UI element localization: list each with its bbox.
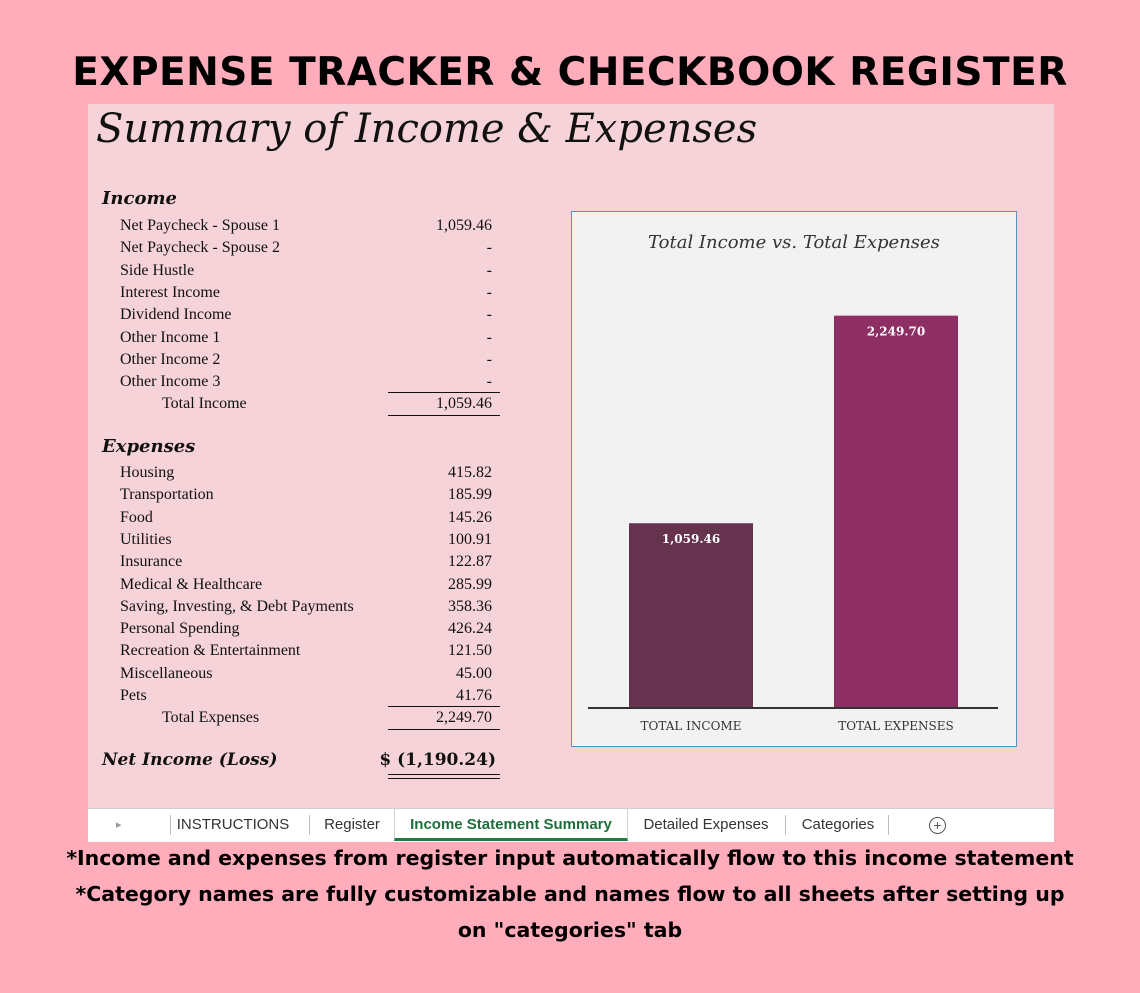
sum-line xyxy=(388,392,500,394)
net-income-label: Net Income (Loss) xyxy=(102,750,278,770)
expenses-row-label: Pets xyxy=(120,687,147,704)
income-total-row: Total Income 1,059.46 xyxy=(120,392,500,417)
bar-data-label: 2,249.70 xyxy=(867,325,925,339)
income-total-label: Total Income xyxy=(162,395,247,413)
expenses-row-label: Housing xyxy=(120,464,175,481)
expenses-row-value[interactable]: 285.99 xyxy=(448,575,492,593)
income-row: Side Hustle - xyxy=(120,260,500,282)
tab-categories[interactable]: Categories xyxy=(785,815,890,835)
total-underline xyxy=(388,415,500,417)
expenses-row-label: Insurance xyxy=(120,553,183,571)
expenses-row: Recreation & Entertainment 121.50 xyxy=(120,640,500,662)
income-row-value[interactable]: - xyxy=(486,306,492,324)
tab-detailed-expenses[interactable]: Detailed Expenses xyxy=(643,816,769,833)
sheet-title: Summary of Income & Expenses xyxy=(96,106,758,152)
total-underline xyxy=(388,729,500,731)
income-heading: Income xyxy=(102,188,177,209)
expenses-row: Food 145.26 xyxy=(120,507,500,529)
bar-total-expenses[interactable] xyxy=(834,315,958,708)
bar-total-income[interactable] xyxy=(629,523,753,708)
chart-title: Total Income vs. Total Expenses xyxy=(648,232,940,253)
tab-scroll-arrow-icon[interactable]: ▸ xyxy=(116,819,122,831)
income-row-value[interactable]: - xyxy=(486,328,492,346)
expenses-row: Miscellaneous 45.00 xyxy=(120,663,500,685)
tab-register[interactable]: Register xyxy=(309,815,394,835)
income-row-value[interactable]: - xyxy=(486,239,492,257)
income-row-value[interactable]: - xyxy=(486,283,492,301)
expenses-row-value[interactable]: 121.50 xyxy=(448,642,492,660)
expenses-row-label: Food xyxy=(120,508,153,526)
expenses-heading: Expenses xyxy=(102,436,196,457)
expenses-row-value[interactable]: 145.26 xyxy=(448,508,492,526)
add-sheet-icon[interactable]: + xyxy=(929,817,946,834)
page-headline: EXPENSE TRACKER & CHECKBOOK REGISTER xyxy=(72,50,1068,95)
sheet-tab-bar: ▸ INSTRUCTIONS Register Income Statement… xyxy=(88,808,1054,842)
category-tick-label: TOTAL INCOME xyxy=(641,719,742,733)
expenses-row: Personal Spending 426.24 xyxy=(120,618,500,640)
income-row: Net Paycheck - Spouse 2 - xyxy=(120,237,500,259)
income-row: Other Income 1 - xyxy=(120,327,500,349)
expenses-row: Housing 415.82 xyxy=(120,462,500,484)
expenses-row-value[interactable]: 426.24 xyxy=(448,620,492,638)
income-row-label: Dividend Income xyxy=(120,306,232,324)
expenses-row: Utilities 100.91 xyxy=(120,529,500,551)
expenses-row-value[interactable]: 45.00 xyxy=(456,664,492,682)
expenses-row: Pets 41.76 xyxy=(120,685,500,707)
expenses-row: Insurance 122.87 xyxy=(120,551,500,573)
chart-plot: 1,059.46 TOTAL INCOME 2,249.70 TOTAL EXPENS… xyxy=(588,315,998,733)
spreadsheet-area: Summary of Income & Expenses Income Expe… xyxy=(88,104,1054,808)
expenses-row-value[interactable]: 100.91 xyxy=(448,530,492,548)
category-tick-label: TOTAL EXPENSES xyxy=(838,719,953,733)
income-row-value[interactable]: 1,059.46 xyxy=(436,217,492,234)
expenses-total-row: Total Expenses 2,249.70 xyxy=(120,706,500,731)
income-row-value[interactable]: - xyxy=(486,373,492,391)
expenses-row-label: Transportation xyxy=(120,486,214,504)
expenses-row-label: Medical & Healthcare xyxy=(120,575,263,593)
income-total-value[interactable]: 1,059.46 xyxy=(436,395,492,413)
expenses-row: Saving, Investing, & Debt Payments 358.36 xyxy=(120,596,500,618)
income-row: Other Income 2 - xyxy=(120,349,500,371)
expenses-row-value[interactable]: 415.82 xyxy=(448,464,492,481)
expenses-row: Medical & Healthcare 285.99 xyxy=(120,574,500,596)
income-row: Other Income 3 - xyxy=(120,371,500,393)
net-income-value: $ (1,190.24) xyxy=(379,750,496,770)
income-row-value[interactable]: - xyxy=(486,350,492,368)
tab-instructions[interactable]: INSTRUCTIONS xyxy=(170,815,295,835)
income-row-label: Side Hustle xyxy=(120,261,195,279)
expenses-row: Transportation 185.99 xyxy=(120,484,500,506)
double-underline xyxy=(388,774,500,779)
income-row-label: Other Income 2 xyxy=(120,350,221,368)
income-row: Dividend Income - xyxy=(120,304,500,326)
income-row: Net Paycheck - Spouse 1 1,059.46 xyxy=(120,215,500,237)
net-income-row: Net Income (Loss) $ (1,190.24) xyxy=(102,750,500,779)
expenses-total-value[interactable]: 2,249.70 xyxy=(436,709,492,727)
income-row-label: Interest Income xyxy=(120,283,220,301)
expenses-row-value[interactable]: 122.87 xyxy=(448,553,492,571)
tab-income-statement-summary[interactable]: Income Statement Summary xyxy=(394,809,628,841)
note-2: *Category names are fully customizable a… xyxy=(75,882,1065,906)
expenses-row-label: Utilities xyxy=(120,530,172,548)
income-row: Interest Income - xyxy=(120,282,500,304)
expenses-row-label: Personal Spending xyxy=(120,620,240,638)
note-3: on "categories" tab xyxy=(457,918,683,942)
expenses-row-label: Recreation & Entertainment xyxy=(120,642,301,660)
expenses-row-label: Saving, Investing, & Debt Payments xyxy=(120,597,354,615)
income-row-label: Net Paycheck - Spouse 1 xyxy=(120,217,280,234)
income-row-label: Other Income 1 xyxy=(120,328,221,346)
expenses-row-label: Miscellaneous xyxy=(120,664,213,682)
tab-divider xyxy=(888,815,890,835)
income-row-value[interactable]: - xyxy=(486,261,492,279)
income-row-label: Other Income 3 xyxy=(120,373,221,391)
expenses-total-label: Total Expenses xyxy=(162,709,260,727)
bar-data-label: 1,059.46 xyxy=(662,532,720,546)
bar-chart[interactable]: Total Income vs. Total Expenses 1,059.46… xyxy=(571,211,1017,747)
sum-line xyxy=(388,706,500,708)
income-row-label: Net Paycheck - Spouse 2 xyxy=(120,239,280,257)
note-1: *Income and expenses from register input… xyxy=(66,846,1074,870)
expenses-row-value[interactable]: 41.76 xyxy=(456,687,492,704)
expenses-row-value[interactable]: 358.36 xyxy=(448,597,492,615)
expenses-row-value[interactable]: 185.99 xyxy=(448,486,492,504)
